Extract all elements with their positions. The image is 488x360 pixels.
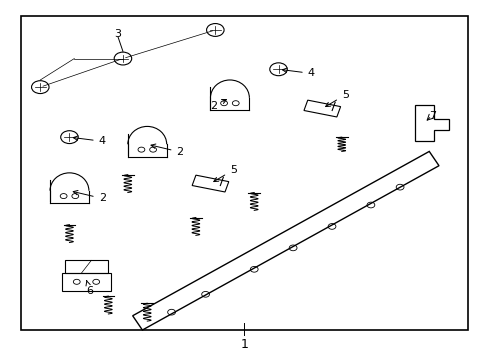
Text: 2: 2 (73, 190, 105, 203)
Text: 5: 5 (325, 90, 348, 107)
Text: 4: 4 (73, 136, 105, 146)
Text: 1: 1 (240, 338, 248, 351)
Text: 7: 7 (428, 111, 435, 121)
Text: 2: 2 (210, 99, 226, 111)
Text: 6: 6 (86, 281, 93, 296)
FancyBboxPatch shape (21, 16, 467, 330)
Text: 5: 5 (213, 165, 236, 181)
Text: 2: 2 (151, 144, 183, 157)
Text: 3: 3 (114, 28, 122, 39)
Text: 4: 4 (282, 68, 314, 78)
